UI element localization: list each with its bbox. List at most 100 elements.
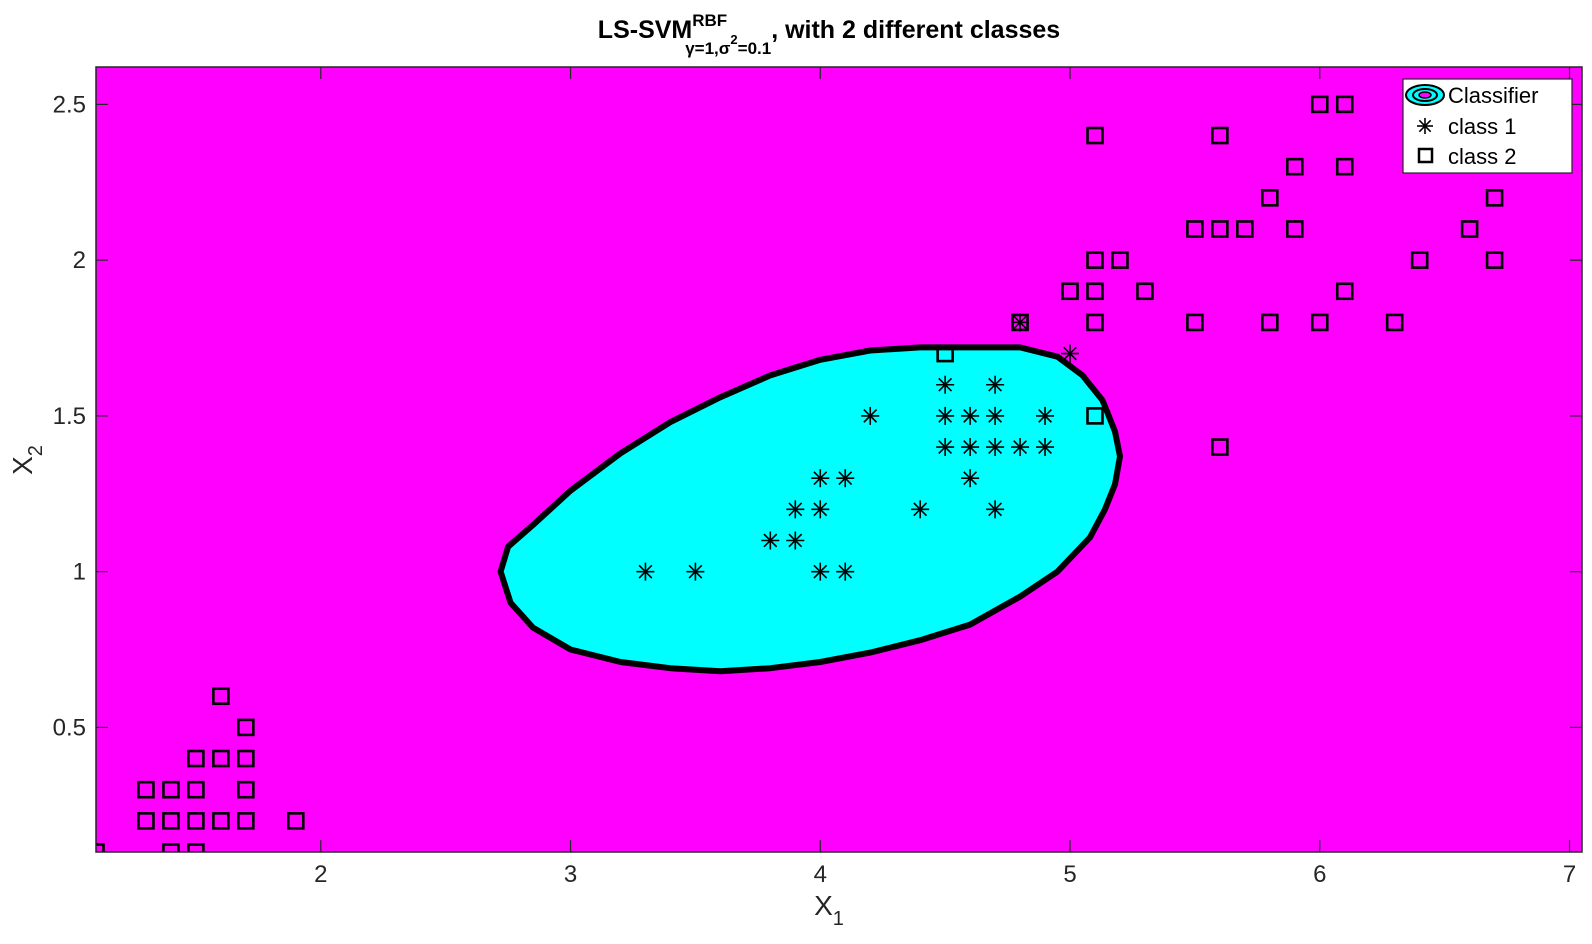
class-2-point bbox=[1460, 220, 1479, 238]
class-2-point bbox=[1136, 282, 1154, 301]
class-1-point bbox=[986, 500, 1005, 519]
class-1-point bbox=[786, 500, 805, 519]
class-1-point bbox=[786, 531, 805, 550]
class-1-point bbox=[761, 531, 780, 550]
legend: Classifier class 1 class 2 bbox=[1402, 78, 1573, 174]
class-2-point bbox=[1335, 157, 1354, 176]
class-2-point bbox=[187, 780, 205, 799]
classifier-layer bbox=[497, 344, 1123, 675]
y-axis-label: X2 bbox=[7, 445, 47, 475]
class-2-point bbox=[286, 812, 305, 830]
class-1-point bbox=[986, 375, 1005, 394]
y-tick-label: 1 bbox=[73, 559, 86, 586]
class-2-point bbox=[1485, 189, 1504, 207]
class-1-point bbox=[861, 406, 880, 425]
legend-label-class-1: class 1 bbox=[1448, 114, 1516, 139]
class-2-point bbox=[1211, 438, 1229, 456]
legend-label-class-2: class 2 bbox=[1448, 144, 1516, 169]
class-2-point bbox=[162, 843, 180, 852]
class-2-point bbox=[1186, 313, 1204, 332]
class-1-point bbox=[961, 406, 980, 425]
classifier-legend-icon bbox=[1405, 84, 1445, 106]
x-axis-label-base: X bbox=[814, 890, 833, 921]
class-1-point bbox=[961, 469, 980, 488]
y-axis-label-base: X bbox=[7, 456, 38, 475]
class-1-point bbox=[936, 406, 955, 425]
class-2-point bbox=[212, 812, 230, 830]
legend-item-class-2: class 2 bbox=[1417, 144, 1516, 169]
class-1-point bbox=[1011, 313, 1030, 332]
x-tick-label: 5 bbox=[1063, 861, 1076, 888]
class-1-point bbox=[811, 562, 830, 581]
asterisk-marker-icon bbox=[1417, 118, 1433, 134]
class-1-point bbox=[1061, 344, 1080, 363]
title-main: LS-SVM bbox=[598, 16, 692, 44]
title-subscript-sigma-sup: 2 bbox=[730, 32, 737, 47]
class-1-point bbox=[636, 562, 655, 581]
class-2-point bbox=[1211, 220, 1229, 238]
title-superscript: RBF bbox=[692, 11, 727, 30]
class-2-point bbox=[237, 749, 255, 768]
class-1-point bbox=[811, 469, 830, 488]
class-2-point bbox=[1410, 251, 1429, 269]
class-2-point bbox=[1285, 157, 1304, 176]
square-marker-icon bbox=[1417, 147, 1434, 164]
class-1-point bbox=[1036, 438, 1055, 457]
class-2-point bbox=[1086, 407, 1104, 425]
x-tick-label: 7 bbox=[1563, 861, 1576, 888]
class-2-point bbox=[212, 687, 230, 706]
x-tick-label: 4 bbox=[814, 861, 827, 888]
class-1-point bbox=[986, 406, 1005, 425]
class-1-point bbox=[986, 438, 1005, 457]
class-2-point bbox=[1485, 251, 1504, 269]
class-2-point bbox=[1086, 251, 1104, 269]
class-2-point bbox=[237, 812, 255, 830]
x-tick-label: 2 bbox=[314, 861, 327, 888]
class-1-point bbox=[936, 375, 955, 394]
class-2-point bbox=[162, 780, 180, 799]
class-2-point bbox=[187, 812, 205, 830]
class-2-markers bbox=[96, 95, 1504, 852]
class-2-point bbox=[1211, 126, 1229, 145]
class-2-point bbox=[1086, 313, 1104, 332]
axes-box bbox=[95, 66, 1583, 853]
y-tick-label: 2.5 bbox=[53, 91, 86, 118]
class-2-point bbox=[137, 780, 155, 799]
y-axis-label-sub: 2 bbox=[25, 445, 47, 456]
class-1-point bbox=[961, 438, 980, 457]
classifier-region bbox=[497, 344, 1123, 675]
chart-title: LS-SVMRBF γ=1,σ2=0.1, with 2 different cl… bbox=[598, 11, 1060, 58]
x-tick-label: 6 bbox=[1313, 861, 1326, 888]
legend-item-class-1: class 1 bbox=[1417, 114, 1516, 139]
class-2-point bbox=[187, 749, 205, 768]
y-axis-ticks: 0.5 1 1.5 2 2.5 bbox=[53, 91, 1582, 741]
class-2-point bbox=[237, 780, 255, 799]
x-axis-label-sub: 1 bbox=[833, 908, 844, 930]
x-axis-ticks: 2 3 4 5 6 7 bbox=[314, 67, 1576, 888]
class-2-point bbox=[1285, 220, 1304, 238]
title-subscript-gamma: γ=1, bbox=[685, 39, 719, 58]
class-2-point bbox=[1011, 313, 1029, 332]
title-subscript-rest: =0.1 bbox=[738, 39, 772, 58]
y-tick-label: 1.5 bbox=[53, 403, 86, 430]
x-tick-label: 3 bbox=[564, 861, 577, 888]
class-2-point bbox=[1385, 313, 1404, 332]
class-2-point bbox=[1086, 282, 1104, 301]
class-2-point bbox=[1186, 220, 1204, 238]
class-1-point bbox=[1036, 406, 1055, 425]
legend-item-classifier: Classifier bbox=[1405, 83, 1538, 108]
title-subscript-sigma: σ bbox=[719, 39, 731, 58]
class-2-point bbox=[187, 843, 205, 852]
class-2-point bbox=[1061, 282, 1079, 301]
class-2-point bbox=[1261, 313, 1279, 332]
class-1-point bbox=[836, 469, 855, 488]
class-2-point bbox=[1335, 95, 1354, 114]
class-2-point bbox=[1236, 220, 1254, 238]
y-tick-label: 2 bbox=[73, 247, 86, 274]
class-2-point bbox=[212, 749, 230, 768]
class-2-point bbox=[1335, 282, 1354, 301]
x-axis-label: X1 bbox=[814, 890, 844, 930]
class-1-point bbox=[686, 562, 705, 581]
class-2-point bbox=[1310, 95, 1329, 114]
class-2-point bbox=[1111, 251, 1129, 269]
